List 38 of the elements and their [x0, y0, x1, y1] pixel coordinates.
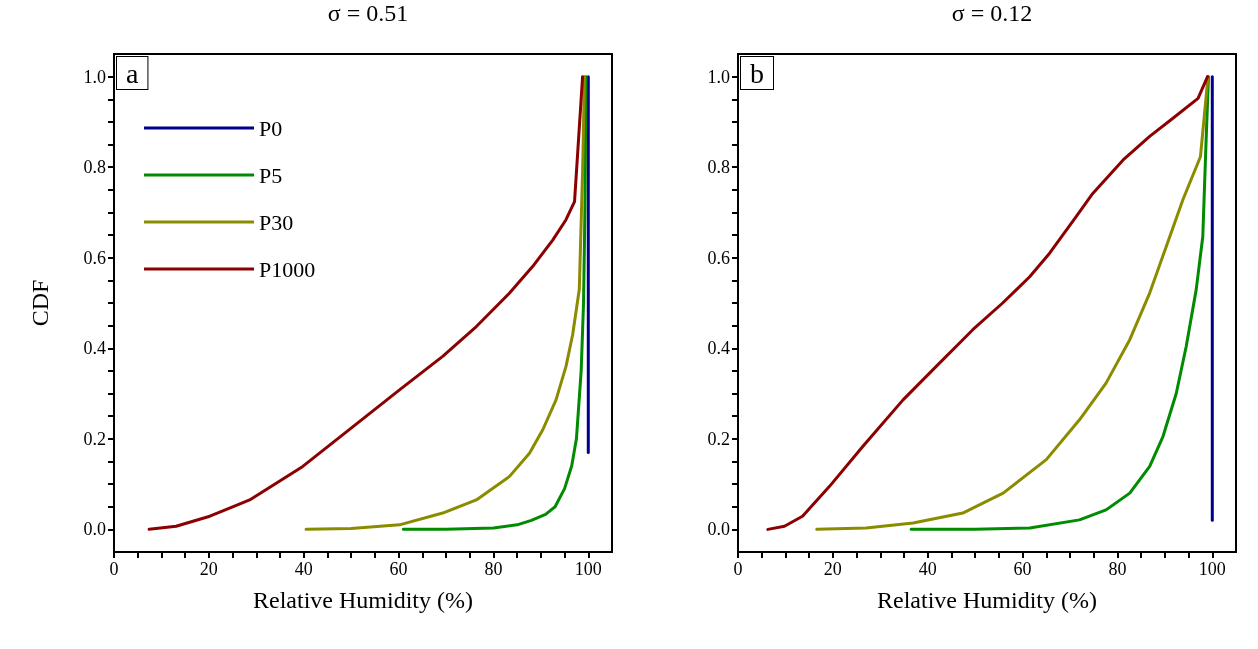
x-tick-label: 60	[1013, 559, 1032, 579]
x-tick-label: 80	[484, 559, 503, 579]
x-tick-label: 0	[109, 559, 119, 579]
x-tick-label: 0	[733, 559, 743, 579]
chart-title: σ = 0.12	[951, 0, 1033, 26]
legend-label: P30	[259, 209, 294, 235]
y-axis-title: CDF	[27, 279, 53, 327]
y-tick-label: 0.0	[707, 519, 730, 540]
annotation: a	[126, 57, 139, 89]
y-tick-label: 1.0	[83, 66, 106, 87]
y-tick-label: 0.6	[707, 247, 730, 268]
y-tick-label: 0.2	[707, 428, 730, 449]
y-tick-label: 0.8	[83, 157, 106, 178]
line-series	[401, 75, 588, 531]
chart-title: σ = 0.51	[327, 0, 409, 26]
x-axis-title: Relative Humidity (%)	[253, 587, 473, 613]
line-series	[909, 75, 1210, 531]
y-tick-label: 0.0	[83, 519, 106, 540]
legend-label: P0	[259, 115, 283, 141]
y-tick-label: 0.2	[83, 428, 106, 449]
x-tick-label: 20	[823, 559, 842, 579]
annotation: b	[750, 57, 764, 89]
y-tick-label: 0.4	[707, 338, 730, 359]
line-series	[147, 75, 585, 531]
y-tick-label: 0.4	[83, 338, 106, 359]
x-tick-label: 100	[1198, 559, 1226, 579]
x-tick-label: 100	[574, 559, 602, 579]
y-tick-label: 1.0	[707, 66, 730, 87]
y-tick-label: 0.8	[707, 157, 730, 178]
legend-label: P5	[259, 162, 283, 188]
legend-label: P1000	[259, 256, 316, 282]
x-tick-label: 80	[1108, 559, 1127, 579]
x-tick-label: 40	[918, 559, 937, 579]
y-tick-label: 0.6	[83, 247, 106, 268]
x-tick-label: 60	[389, 559, 408, 579]
x-tick-label: 20	[199, 559, 218, 579]
x-axis-title: Relative Humidity (%)	[877, 587, 1097, 613]
x-tick-label: 40	[294, 559, 313, 579]
